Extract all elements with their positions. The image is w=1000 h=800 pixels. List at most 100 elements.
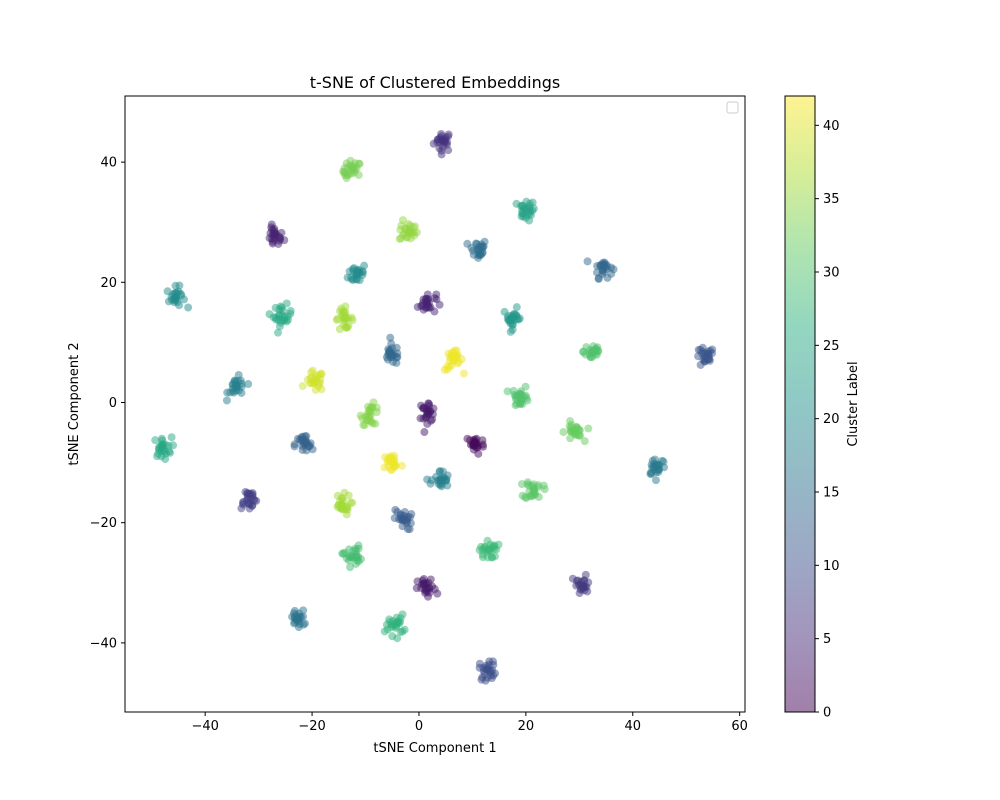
scatter-point (352, 552, 361, 561)
x-tick-label: 20 (518, 719, 535, 734)
y-tick-label: 20 (100, 276, 117, 291)
scatter-point (503, 387, 512, 396)
scatter-point (459, 369, 468, 378)
scatter-point (332, 315, 341, 324)
colorbar (785, 96, 815, 712)
colorbar-tick-label: 35 (823, 192, 840, 207)
scatter-point (167, 433, 176, 442)
scatter-point (515, 400, 524, 409)
scatter-point (290, 442, 299, 451)
scatter-point (521, 382, 530, 391)
scatter-point (479, 663, 488, 672)
scatter-point (506, 327, 515, 336)
scatter-point (237, 382, 246, 391)
colorbar-tick-label: 0 (823, 706, 831, 721)
scatter-point (244, 380, 253, 389)
scatter-point (426, 416, 435, 425)
scatter-point (388, 632, 397, 641)
scatter-point (694, 345, 703, 354)
scatter-point (516, 390, 525, 399)
scatter-point (171, 289, 180, 298)
scatter-point (418, 301, 427, 310)
scatter-point (529, 204, 538, 213)
legend-box (726, 101, 739, 114)
scatter-point (433, 589, 442, 598)
colorbar-tick-label: 25 (823, 339, 840, 354)
scatter-point (704, 354, 713, 363)
colorbar-label: Cluster Label (846, 361, 861, 446)
scatter-point (588, 353, 597, 362)
chart-title: t-SNE of Clustered Embeddings (310, 73, 560, 92)
scatter-point (522, 394, 531, 403)
scatter-point (437, 146, 446, 155)
scatter-point (384, 350, 393, 359)
scatter-point (173, 298, 182, 307)
scatter-point (420, 428, 429, 437)
x-tick-label: −40 (191, 719, 218, 734)
y-tick-label: −20 (90, 516, 117, 531)
scatter-point (521, 493, 530, 502)
scatter-point (405, 525, 414, 534)
scatter-point (420, 580, 429, 589)
scatter-point (297, 436, 306, 445)
colorbar-tick-label: 15 (823, 486, 840, 501)
scatter-point (289, 609, 298, 618)
scatter-point (161, 454, 170, 463)
scatter-point (435, 300, 444, 309)
scatter-point (245, 500, 254, 509)
colorbar-tick-label: 20 (823, 412, 840, 427)
scatter-point (347, 169, 356, 178)
scatter-point (391, 505, 400, 514)
scatter-point (382, 620, 391, 629)
x-tick-label: 0 (415, 719, 423, 734)
scatter-point (440, 137, 449, 146)
scatter-point (419, 404, 428, 413)
scatter-point (397, 461, 406, 470)
scatter-point (360, 421, 369, 430)
scatter-point (483, 536, 492, 545)
scatter-point (354, 541, 363, 550)
scatter-point (344, 491, 353, 500)
scatter-point (273, 328, 282, 337)
scatter-point (583, 257, 592, 266)
x-axis-label: tSNE Component 1 (373, 741, 496, 756)
scatter-point (517, 480, 526, 489)
scatter-point (222, 396, 231, 405)
scatter-point (346, 563, 355, 572)
scatter-point (342, 323, 351, 332)
scatter-point (529, 487, 538, 496)
scatter-point (590, 346, 599, 355)
x-tick-label: 60 (731, 719, 748, 734)
scatter-point (243, 489, 252, 498)
scatter-point (311, 385, 320, 394)
scatter-point (397, 221, 406, 230)
scatter-point (529, 480, 538, 489)
y-tick-label: 0 (109, 396, 117, 411)
scatter-point (275, 236, 284, 245)
scatter-point (400, 625, 409, 634)
scatter-point (346, 161, 355, 170)
scatter-point (169, 441, 178, 450)
scatter-point (654, 460, 663, 469)
scatter-point (339, 501, 348, 510)
scatter-point (500, 307, 509, 316)
scatter-point (400, 229, 409, 238)
scatter-point (423, 410, 432, 419)
scatter-point (409, 228, 418, 237)
scatter-point (398, 522, 407, 531)
plot-area-frame (124, 95, 746, 713)
scatter-point (424, 399, 433, 408)
scatter-point (519, 209, 528, 218)
colorbar-frame (784, 95, 816, 713)
scatter-point (358, 271, 367, 280)
scatter-point (648, 463, 657, 472)
scatter-point (694, 352, 703, 361)
scatter-point (171, 281, 180, 290)
scatter-point (432, 290, 441, 299)
scatter-point (338, 549, 347, 558)
scatter-point (286, 306, 295, 315)
scatter-point (578, 583, 587, 592)
scatter-point (559, 428, 568, 437)
scatter-point (300, 619, 309, 628)
